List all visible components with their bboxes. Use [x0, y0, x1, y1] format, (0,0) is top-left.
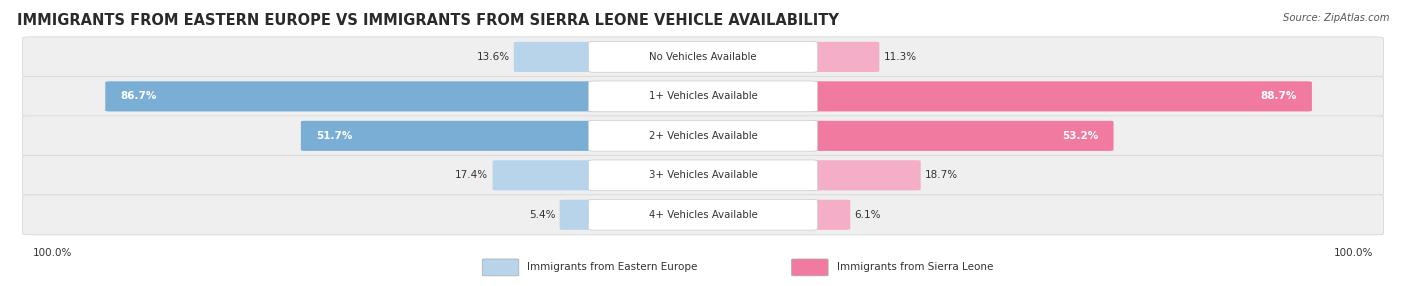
Text: 2+ Vehicles Available: 2+ Vehicles Available — [648, 131, 758, 141]
Text: 51.7%: 51.7% — [316, 131, 353, 141]
Text: 13.6%: 13.6% — [477, 52, 509, 62]
Text: 3+ Vehicles Available: 3+ Vehicles Available — [648, 170, 758, 180]
Text: 4+ Vehicles Available: 4+ Vehicles Available — [648, 210, 758, 220]
FancyBboxPatch shape — [22, 76, 1384, 116]
Text: 11.3%: 11.3% — [883, 52, 917, 62]
Text: 18.7%: 18.7% — [925, 170, 957, 180]
FancyBboxPatch shape — [808, 81, 1312, 112]
Text: Immigrants from Sierra Leone: Immigrants from Sierra Leone — [837, 263, 993, 272]
FancyBboxPatch shape — [588, 199, 818, 230]
Text: No Vehicles Available: No Vehicles Available — [650, 52, 756, 62]
Text: 88.7%: 88.7% — [1260, 92, 1296, 101]
FancyBboxPatch shape — [808, 160, 921, 190]
Text: Immigrants from Eastern Europe: Immigrants from Eastern Europe — [527, 263, 697, 272]
FancyBboxPatch shape — [560, 200, 599, 230]
Text: 17.4%: 17.4% — [456, 170, 488, 180]
FancyBboxPatch shape — [22, 37, 1384, 77]
FancyBboxPatch shape — [588, 160, 818, 191]
Text: Source: ZipAtlas.com: Source: ZipAtlas.com — [1282, 13, 1389, 23]
FancyBboxPatch shape — [588, 120, 818, 151]
Text: 5.4%: 5.4% — [529, 210, 555, 220]
FancyBboxPatch shape — [22, 116, 1384, 156]
FancyBboxPatch shape — [482, 259, 519, 276]
FancyBboxPatch shape — [808, 200, 851, 230]
FancyBboxPatch shape — [492, 160, 599, 190]
Text: 53.2%: 53.2% — [1062, 131, 1098, 141]
FancyBboxPatch shape — [105, 81, 599, 112]
FancyBboxPatch shape — [588, 41, 818, 72]
FancyBboxPatch shape — [808, 121, 1114, 151]
Text: 86.7%: 86.7% — [121, 92, 157, 101]
FancyBboxPatch shape — [588, 81, 818, 112]
FancyBboxPatch shape — [808, 42, 879, 72]
FancyBboxPatch shape — [301, 121, 599, 151]
FancyBboxPatch shape — [513, 42, 599, 72]
Text: 100.0%: 100.0% — [32, 248, 72, 258]
Text: 1+ Vehicles Available: 1+ Vehicles Available — [648, 92, 758, 101]
FancyBboxPatch shape — [22, 195, 1384, 235]
FancyBboxPatch shape — [792, 259, 828, 276]
Text: 6.1%: 6.1% — [855, 210, 882, 220]
Text: IMMIGRANTS FROM EASTERN EUROPE VS IMMIGRANTS FROM SIERRA LEONE VEHICLE AVAILABIL: IMMIGRANTS FROM EASTERN EUROPE VS IMMIGR… — [17, 13, 839, 28]
Text: 100.0%: 100.0% — [1334, 248, 1374, 258]
FancyBboxPatch shape — [22, 155, 1384, 195]
